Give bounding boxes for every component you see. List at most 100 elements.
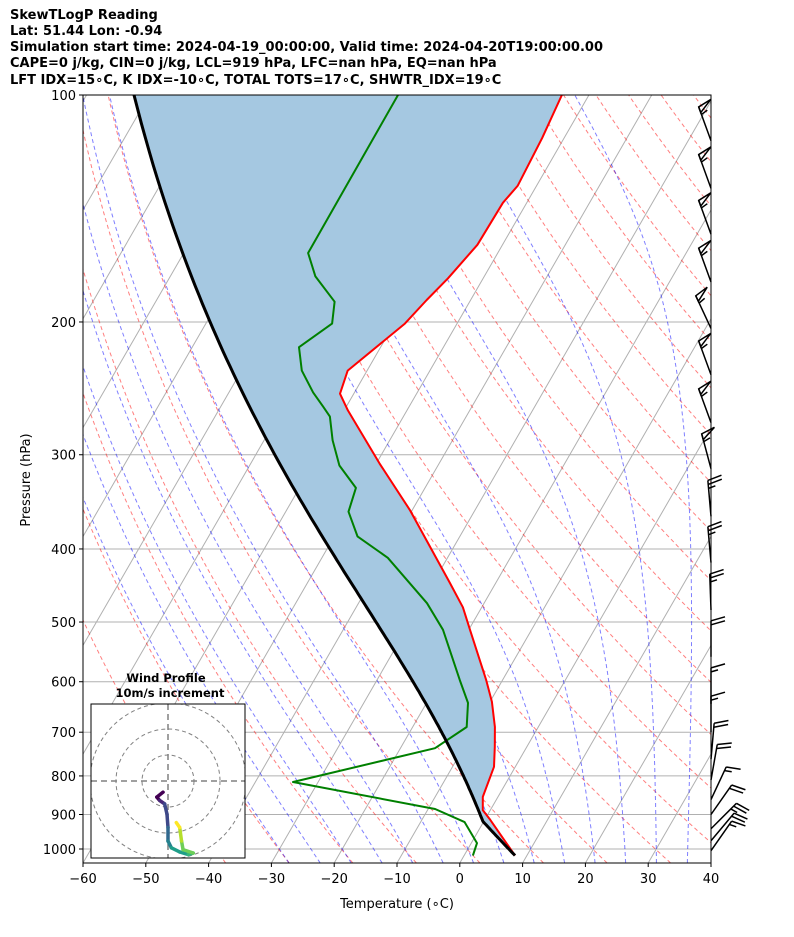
y-tick-label: 900 xyxy=(51,808,76,823)
wind-barb xyxy=(710,691,726,733)
barb-staff xyxy=(710,766,727,800)
hodograph-subtitle: 10m/s increment xyxy=(116,686,225,700)
dry-adiabat-line xyxy=(400,95,711,532)
dry-adiabat-line xyxy=(465,95,711,436)
wind-barb xyxy=(710,802,750,830)
x-tick-label: 40 xyxy=(703,872,720,887)
barb-full xyxy=(713,719,729,725)
wind-barb xyxy=(697,380,712,423)
temperature-line xyxy=(339,95,563,857)
dry-adiabat-line xyxy=(563,95,711,297)
chart-title: SkewTLogP Reading xyxy=(10,8,158,23)
moist-adiabat-line xyxy=(83,201,414,863)
wind-barb xyxy=(710,616,726,657)
dry-adiabat-line xyxy=(497,95,711,389)
dry-adiabat-line xyxy=(367,95,711,582)
barb-full xyxy=(707,478,723,486)
y-tick-label: 600 xyxy=(51,676,76,691)
barb-full xyxy=(710,691,726,697)
barb-full xyxy=(733,812,748,820)
barb-half xyxy=(730,808,738,814)
barb-full xyxy=(736,802,750,812)
barb-full xyxy=(733,805,747,814)
x-tick-label: −60 xyxy=(69,872,96,887)
barb-half xyxy=(700,343,708,350)
barb-flag xyxy=(697,98,712,115)
barb-flag xyxy=(697,380,712,397)
wind-barb xyxy=(707,520,723,563)
wind-barb xyxy=(708,568,724,611)
barb-half xyxy=(710,697,719,701)
axes: −60 −50 −40 −30 −20 −10 0 10 20 30 40 100 200 300 400 5… xyxy=(43,89,719,887)
moist-adiabat-line xyxy=(351,95,627,863)
wind-barb xyxy=(710,663,726,704)
barb-full xyxy=(709,572,724,579)
wind-barb xyxy=(710,719,729,760)
hodograph-segment xyxy=(165,812,170,830)
barb-staff xyxy=(707,480,712,517)
isotherm-line xyxy=(270,100,711,863)
barb-full xyxy=(710,620,726,626)
y-axis-label: Pressure (hPa) xyxy=(19,433,34,526)
moist-adiabat-line xyxy=(83,496,290,863)
hodograph-title: Wind Profile xyxy=(126,671,206,685)
hodograph xyxy=(91,704,245,858)
wind-barb xyxy=(697,332,712,376)
parcel-profile-line xyxy=(132,95,517,857)
barb-half xyxy=(703,437,711,443)
barb-half xyxy=(710,669,719,673)
barb-staff xyxy=(710,812,735,842)
isotherm-line xyxy=(83,95,213,320)
wind-barb xyxy=(710,742,732,781)
y-tick-label: 400 xyxy=(51,543,76,558)
location-text: Lat: 51.44 Lon: -0.94 xyxy=(10,24,163,39)
moist-adiabat-line xyxy=(222,95,566,863)
barb-staff xyxy=(708,574,712,611)
wind-barb xyxy=(697,98,712,142)
isotherm-line xyxy=(584,644,711,863)
wind-barb xyxy=(710,784,746,815)
moist-adiabat-line xyxy=(83,95,444,863)
barb-full xyxy=(717,742,732,746)
barb-full xyxy=(716,746,732,750)
barb-full xyxy=(709,568,724,575)
time-text: Simulation start time: 2024-04-19_00:00:… xyxy=(10,40,603,55)
barb-half xyxy=(700,157,708,163)
y-tick-label: 1000 xyxy=(43,843,76,858)
barb-full xyxy=(707,474,722,482)
barb-half xyxy=(700,250,708,257)
x-tick-label: 0 xyxy=(456,872,464,887)
hodograph-frame xyxy=(90,703,246,859)
barb-flag xyxy=(694,286,708,303)
barb-full xyxy=(731,784,746,791)
x-tick-label: 10 xyxy=(514,872,531,887)
barb-full xyxy=(710,663,726,669)
indices-text-1: CAPE=0 j/kg, CIN=0 j/kg, LCL=919 hPa, LF… xyxy=(10,56,497,71)
moist-adiabat-line xyxy=(83,364,352,863)
moist-adiabat-line xyxy=(109,95,474,863)
barb-half xyxy=(698,297,706,304)
barb-flag xyxy=(697,192,712,208)
isotherm-line xyxy=(83,95,87,103)
barb-half xyxy=(700,203,708,209)
dry-adiabat-line xyxy=(83,267,417,863)
wind-barb xyxy=(697,239,712,283)
barb-full xyxy=(713,723,729,728)
barb-staff xyxy=(710,723,715,760)
wind-barbs xyxy=(694,98,750,852)
barb-half xyxy=(708,485,716,490)
x-axis-label: Temperature (∘C) xyxy=(339,897,454,912)
wind-barb xyxy=(710,812,748,842)
barb-full xyxy=(707,520,722,528)
hodograph-segment xyxy=(181,847,195,855)
dry-adiabat-line xyxy=(107,95,544,863)
hodograph-segment xyxy=(174,820,182,830)
isotherm-line xyxy=(522,535,711,863)
y-tick-label: 500 xyxy=(51,616,76,631)
x-tick-label: −50 xyxy=(132,872,159,887)
wind-barb xyxy=(700,426,715,469)
dry-adiabat-line xyxy=(693,95,711,119)
wind-barb xyxy=(707,474,723,517)
wind-barb xyxy=(710,766,741,800)
